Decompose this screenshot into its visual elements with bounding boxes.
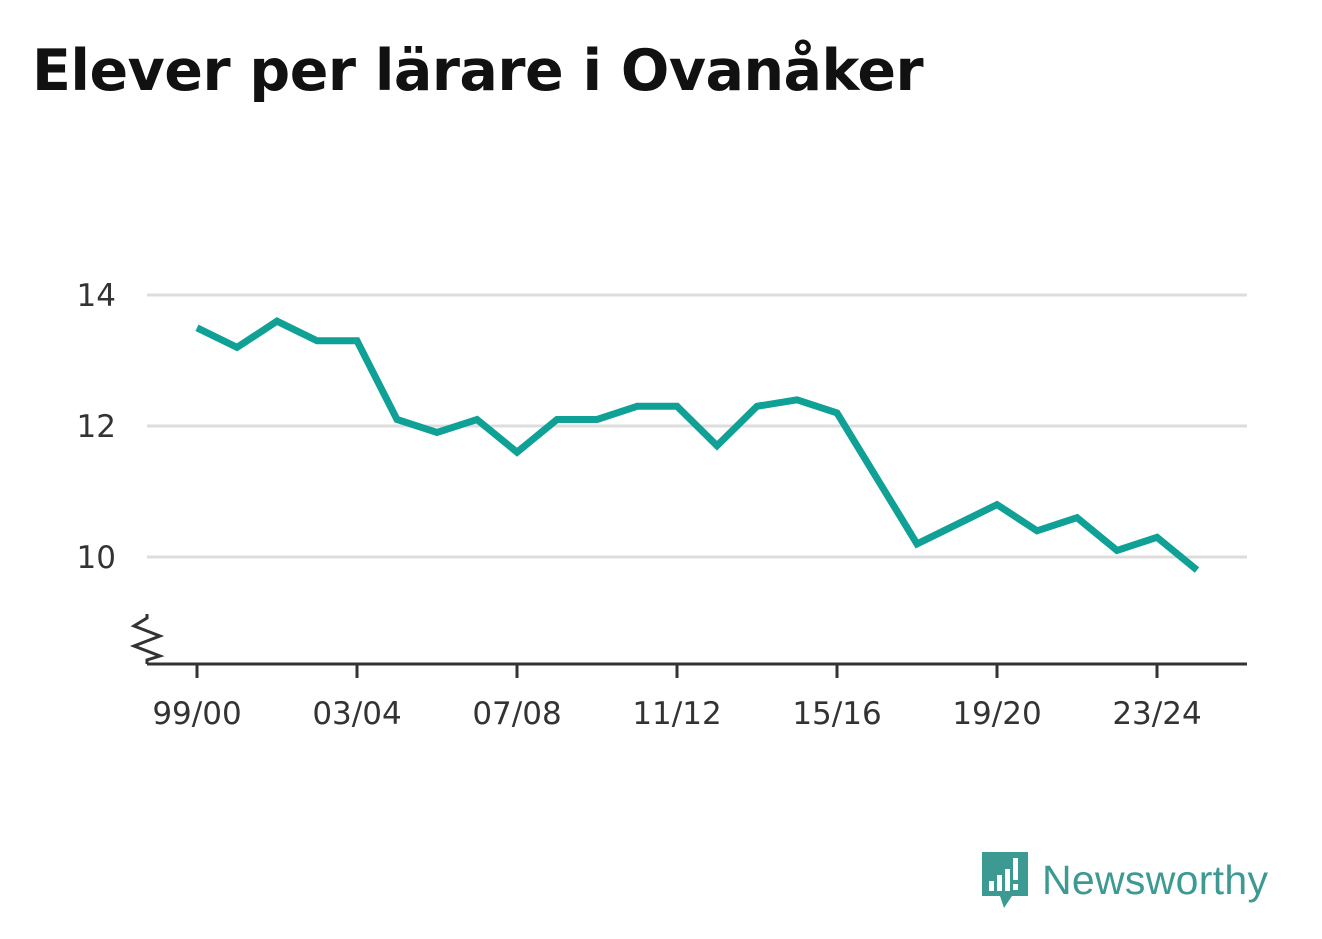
x-tick-label: 15/16: [792, 696, 881, 732]
x-tick-label: 23/24: [1112, 696, 1201, 732]
newsworthy-logo-icon: [982, 852, 1028, 908]
brand-logo: Newsworthy: [980, 848, 1268, 912]
x-tick-label: 11/12: [632, 696, 721, 732]
y-axis-break-marker: [129, 614, 165, 664]
y-tick-label: 10: [77, 540, 116, 576]
series-layer: [195, 317, 1200, 573]
x-tick-label: 03/04: [312, 696, 401, 732]
y-tick-label: 12: [77, 409, 116, 445]
x-axis: 99/00 03/04 07/08 11/12 15/16 19/20 23/24: [129, 614, 1247, 732]
chart-title: Elever per lärare i Ovanåker: [32, 38, 924, 104]
y-tick-label: 14: [77, 278, 116, 314]
x-tick-label: 19/20: [952, 696, 1041, 732]
x-tick-label: 99/00: [152, 696, 241, 732]
y-axis-ticks: 10 12 14: [77, 278, 116, 576]
brand-name: Newsworthy: [1042, 856, 1269, 903]
series-line: [195, 317, 1200, 573]
x-tick-label: 07/08: [472, 696, 561, 732]
